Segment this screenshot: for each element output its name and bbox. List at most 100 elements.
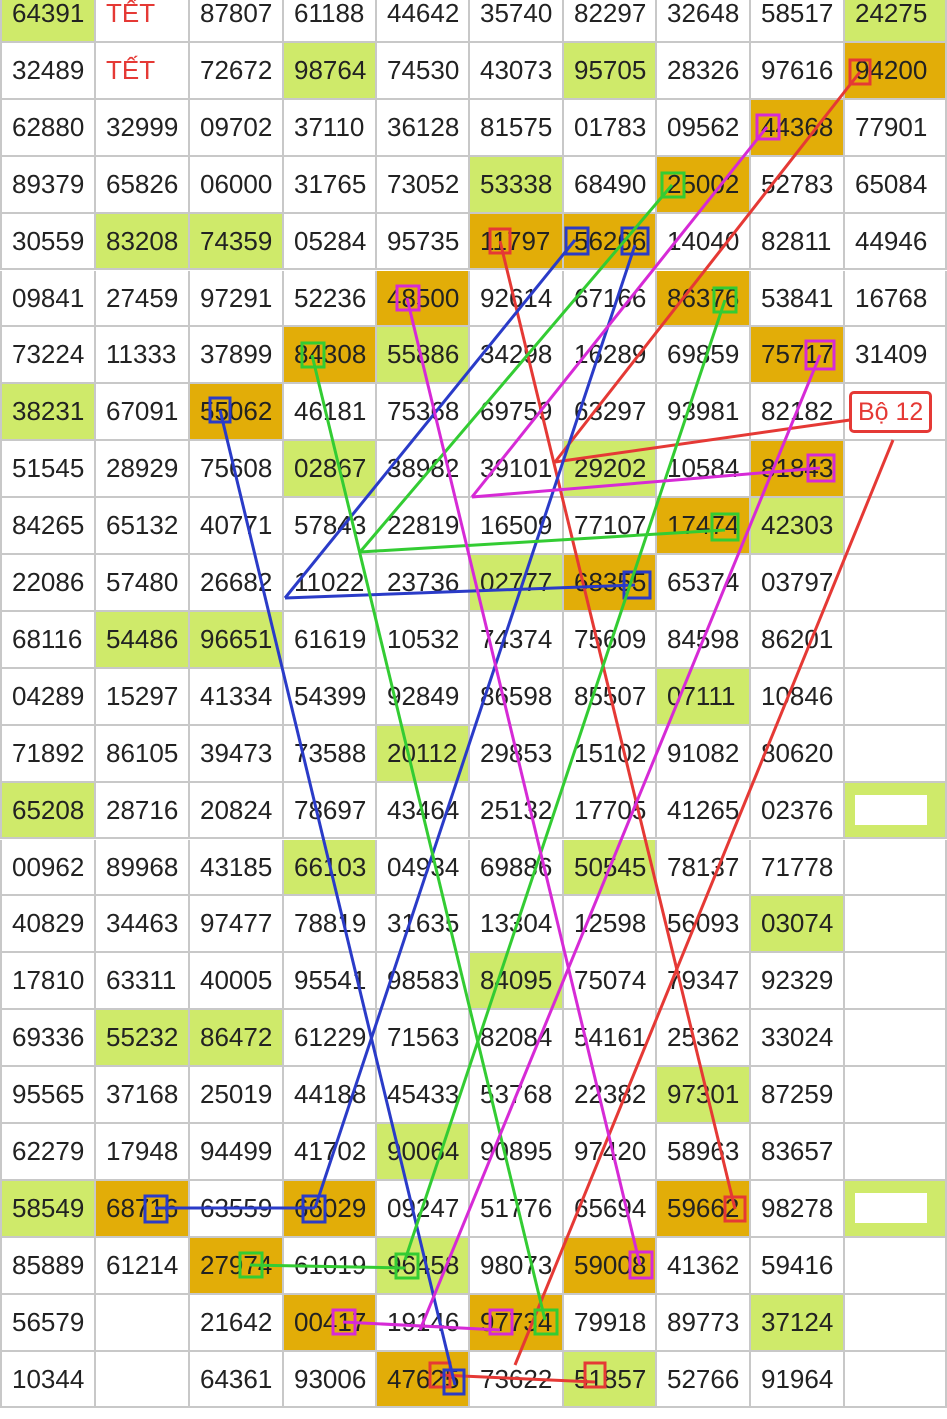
grid-cell: 25132 [470, 782, 564, 840]
grid-cell: 41334 [190, 668, 284, 726]
grid-cell: 82182 [751, 384, 845, 442]
grid-cell: 56579 [0, 1294, 96, 1352]
grid-cell: 83657 [751, 1124, 845, 1181]
grid-cell: 55062 [190, 384, 284, 442]
grid-cell: 52783 [751, 156, 845, 214]
grid-cell: 28716 [96, 782, 190, 840]
grid-cell: 22086 [0, 555, 96, 612]
grid-cell [845, 498, 947, 555]
grid-cell: 22382 [564, 1067, 657, 1124]
grid-cell: 53338 [470, 156, 564, 214]
grid-cell: 57480 [96, 555, 190, 612]
grid-cell: 27459 [96, 270, 190, 328]
grid-cell: 75608 [190, 441, 284, 499]
grid-cell: 65694 [564, 1180, 657, 1238]
grid-cell: 98278 [751, 1180, 845, 1238]
grid-cell: 31409 [845, 327, 947, 385]
grid-cell: 82084 [470, 1010, 564, 1068]
grid-cell [845, 839, 947, 897]
grid-cell: 97301 [657, 1067, 751, 1124]
grid-cell: 43464 [377, 782, 470, 840]
grid-cell: 37124 [751, 1294, 845, 1352]
grid-cell: 32648 [657, 0, 751, 43]
grid-cell [845, 611, 947, 669]
grid-cell: 17810 [0, 953, 96, 1011]
grid-cell: 84308 [284, 327, 377, 385]
grid-cell: 38231 [0, 384, 96, 442]
grid-cell: 44642 [377, 0, 470, 43]
grid-cell: 03074 [751, 896, 845, 954]
grid-cell: 41702 [284, 1124, 377, 1181]
grid-cell: 17948 [96, 1124, 190, 1181]
grid-cell: 90895 [470, 1124, 564, 1181]
grid-cell: 85507 [564, 668, 657, 726]
grid-cell: 14040 [657, 213, 751, 271]
grid-cell: 26682 [190, 555, 284, 612]
grid-cell: 07111 [657, 668, 751, 726]
grid-cell: 30559 [0, 213, 96, 271]
grid-cell: 61229 [284, 1010, 377, 1068]
blank-box [855, 794, 927, 825]
grid-cell: 68490 [564, 156, 657, 214]
grid-cell: 02867 [284, 441, 377, 499]
grid-cell: 32999 [96, 99, 190, 157]
grid-cell: 03797 [751, 555, 845, 612]
grid-cell: 50545 [564, 839, 657, 897]
grid-cell: 91964 [751, 1351, 845, 1409]
grid-cell: 69859 [657, 327, 751, 385]
grid-cell: 97291 [190, 270, 284, 328]
grid-cell: 84095 [470, 953, 564, 1011]
grid-cell: 85889 [0, 1237, 96, 1295]
grid-cell: 78137 [657, 839, 751, 897]
grid-cell: 68716 [96, 1180, 190, 1238]
grid-cell: TẾT [96, 0, 190, 43]
grid-cell [845, 668, 947, 726]
grid-cell: 43185 [190, 839, 284, 897]
grid-cell [845, 1010, 947, 1068]
grid-cell: 94499 [190, 1124, 284, 1181]
grid-cell: 92849 [377, 668, 470, 726]
grid-cell: 31635 [377, 896, 470, 954]
grid-cell: 93981 [657, 384, 751, 442]
grid-cell: 77901 [845, 99, 947, 157]
grid-cell: 35740 [470, 0, 564, 43]
grid-cell: 65374 [657, 555, 751, 612]
grid-cell: 44188 [284, 1067, 377, 1124]
grid-cell: 82811 [751, 213, 845, 271]
grid-cell: 25362 [657, 1010, 751, 1068]
grid-cell: 82297 [564, 0, 657, 43]
grid-cell: 83208 [96, 213, 190, 271]
grid-cell: 54161 [564, 1010, 657, 1068]
grid-cell: 41362 [657, 1237, 751, 1295]
grid-cell: 71563 [377, 1010, 470, 1068]
grid-cell [845, 1124, 947, 1181]
grid-cell: 34298 [470, 327, 564, 385]
grid-cell: 06000 [190, 156, 284, 214]
grid-cell: 51857 [564, 1351, 657, 1409]
grid-cell: 93006 [284, 1351, 377, 1409]
grid-cell: 67166 [564, 270, 657, 328]
grid-cell: 61188 [284, 0, 377, 43]
grid-cell [845, 896, 947, 954]
grid-cell: 59008 [564, 1237, 657, 1295]
grid-cell: 25002 [657, 156, 751, 214]
grid-cell: 97477 [190, 896, 284, 954]
grid-cell: 78697 [284, 782, 377, 840]
grid-cell: 66029 [284, 1180, 377, 1238]
grid-cell: 39473 [190, 725, 284, 783]
grid-cell: 69336 [0, 1010, 96, 1068]
grid-cell: 04289 [0, 668, 96, 726]
grid-cell: 86201 [751, 611, 845, 669]
grid-cell: 10846 [751, 668, 845, 726]
grid-cell: 16289 [564, 327, 657, 385]
grid-cell: 73588 [284, 725, 377, 783]
grid-cell: 56093 [657, 896, 751, 954]
grid-cell: 16509 [470, 498, 564, 555]
grid-cell: 63297 [564, 384, 657, 442]
grid-cell: 63559 [190, 1180, 284, 1238]
grid-cell [96, 1294, 190, 1352]
grid-cell: 11797 [470, 213, 564, 271]
grid-cell: 54399 [284, 668, 377, 726]
grid-cell: 39101 [470, 441, 564, 499]
